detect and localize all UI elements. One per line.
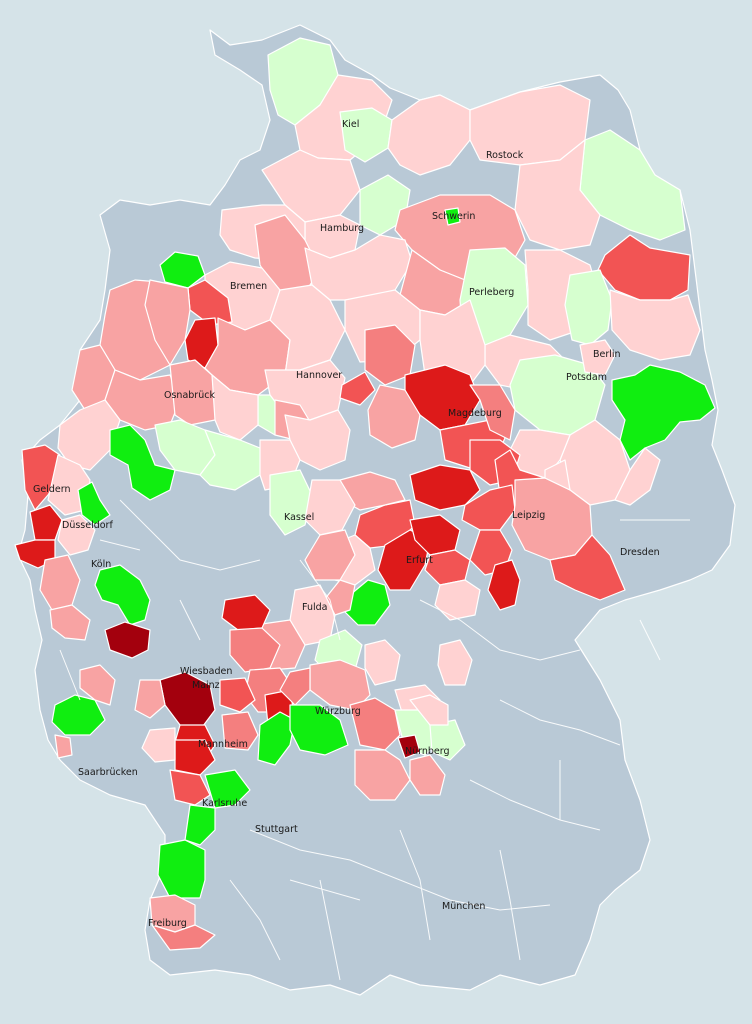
city-fulda: Fulda (302, 602, 327, 613)
region-oberhavel (564, 269, 613, 346)
city-saarbruecken: Saarbrücken (78, 767, 138, 778)
city-hannover: Hannover (296, 370, 342, 381)
city-leipzig: Leipzig (512, 510, 545, 521)
region-oder-spree (611, 364, 716, 461)
city-wuerzburg: Würzburg (315, 706, 361, 717)
region-wiesbaden (219, 677, 256, 713)
region-schwerin (444, 207, 461, 226)
region-fuerth (429, 719, 466, 761)
region-mettmann (57, 514, 96, 556)
region-neuwied (104, 621, 151, 659)
region-jerichow (469, 384, 516, 441)
city-rostock: Rostock (486, 150, 524, 161)
region-mansfeld (409, 464, 481, 511)
city-kiel: Kiel (342, 119, 359, 130)
region-haßberge (409, 694, 449, 726)
region-minden (211, 374, 259, 441)
region-euskirchen (49, 604, 91, 641)
region-mittelsachsen-north (549, 534, 626, 601)
region-ortenau (157, 839, 206, 899)
region-alzey (134, 679, 166, 719)
region-mv-west (387, 94, 471, 176)
city-perleberg: Perleberg (469, 287, 514, 298)
city-erfurt: Erfurt (406, 555, 433, 566)
region-main-spessart (279, 667, 311, 706)
region-layer-colored (14, 37, 716, 951)
district-boundaries (59, 499, 690, 981)
region-giessen (229, 627, 281, 673)
region-ansbach (354, 749, 411, 801)
region-duesseldorf (77, 481, 111, 526)
region-saale-orla (434, 579, 481, 621)
city-koeln: Köln (91, 559, 111, 570)
region-karlsruhe (204, 769, 251, 809)
region-nordsachsen (544, 459, 571, 491)
region-coesfeld (109, 424, 176, 501)
city-mainz: Mainz (192, 680, 220, 691)
city-magdeburg: Magdeburg (448, 408, 502, 419)
region-harz (367, 384, 421, 449)
region-ns-brunswick (339, 371, 376, 406)
region-nuernberg (397, 734, 421, 759)
region-rastatt (184, 804, 216, 846)
city-freiburg: Freiburg (148, 918, 187, 929)
city-karlsruhe: Karlsruhe (202, 798, 247, 809)
region-rhoen (364, 639, 401, 686)
region-schmalkalden (344, 579, 391, 626)
city-wiesbaden: Wiesbaden (180, 666, 232, 677)
region-saalekreis (461, 484, 516, 531)
region-krefeld (29, 504, 63, 541)
region-neustadt (437, 639, 473, 686)
city-kassel: Kassel (284, 512, 314, 523)
city-mannheim: Mannheim (198, 739, 248, 750)
region-mannheim (174, 739, 216, 776)
region-odenwald (257, 711, 296, 766)
region-ns-cloppenburg (144, 279, 191, 366)
region-ludwigshafen (141, 727, 176, 763)
city-bremen: Bremen (230, 281, 267, 292)
city-stuttgart: Stuttgart (255, 824, 298, 835)
region-elbe-elster (614, 447, 661, 506)
region-hochsauerland (269, 469, 313, 536)
region-bergstrasse (221, 711, 259, 751)
region-altenburg (487, 559, 521, 611)
region-loerrach (151, 924, 216, 951)
region-saar-south (54, 734, 73, 759)
region-mv-south (514, 139, 601, 251)
city-potsdam: Potsdam (566, 372, 607, 383)
region-uckermark (597, 234, 691, 301)
city-schwerin: Schwerin (432, 211, 475, 222)
city-nuernberg: Nürnberg (405, 746, 450, 757)
region-barnim (609, 289, 701, 361)
region-kitzingen (349, 697, 401, 751)
region-rhein-sieg (94, 564, 151, 626)
city-geldern: Geldern (33, 484, 70, 495)
region-rhein-neckar (169, 769, 211, 806)
city-labels: Kiel Rostock Hamburg Schwerin Bremen Per… (33, 119, 660, 929)
city-hamburg: Hamburg (320, 223, 364, 234)
region-saar-north (79, 664, 116, 706)
region-berlin (579, 339, 616, 376)
region-neckar-odenwald (289, 704, 349, 756)
region-mainz (159, 671, 216, 731)
city-osnabrueck: Osnabrück (164, 390, 215, 401)
city-muenchen: München (442, 901, 485, 912)
region-roth (409, 754, 446, 796)
city-duesseldorf: Düsseldorf (62, 520, 113, 531)
region-guetersloh (199, 429, 266, 491)
city-dresden: Dresden (620, 547, 660, 558)
city-berlin: Berlin (593, 349, 621, 360)
